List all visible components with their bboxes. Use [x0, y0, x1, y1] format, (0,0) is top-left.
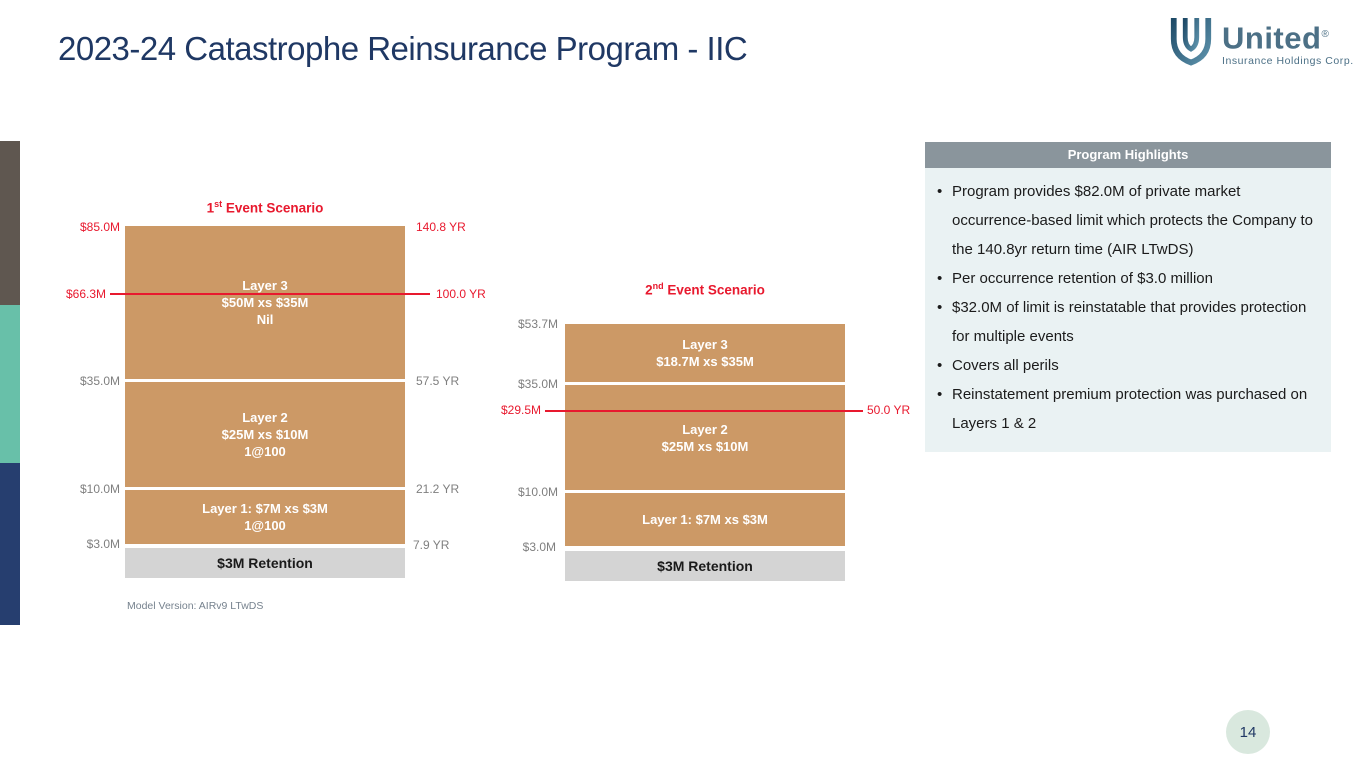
bullet-icon: •: [937, 270, 943, 287]
chart2-layer2: Layer 2 $25M xs $10M: [565, 385, 845, 490]
page-number-badge: 14: [1226, 710, 1270, 754]
chart2-tick-29m: $29.5M: [500, 403, 541, 417]
layer-name: Layer 1: $7M xs $3M: [642, 512, 768, 527]
model-version-footnote: Model Version: AIRv9 LTwDS: [127, 600, 264, 612]
chart2-layer1: Layer 1: $7M xs $3M: [565, 493, 845, 546]
logo-brand: United®: [1222, 20, 1330, 56]
layer-reinstatement: 1@100: [244, 444, 286, 459]
layer-name: Layer 2: [682, 421, 728, 437]
chart1-tick-66m: $66.3M: [65, 287, 106, 301]
chart1-yr-7: 7.9 YR: [413, 538, 450, 552]
chart1-yr-100: 100.0 YR: [436, 287, 486, 301]
program-highlights-box: Program Highlights • Program provides $8…: [925, 142, 1331, 452]
chart1-layer2: Layer 2 $25M xs $10M 1@100: [125, 382, 405, 487]
chart2-marker-line: [545, 410, 863, 412]
logo-subtitle: Insurance Holdings Corp.: [1222, 55, 1354, 68]
layer-name: Layer 3: [242, 278, 288, 293]
highlight-bullet: • Program provides $82.0M of private mar…: [935, 177, 1317, 264]
layer-limit: $50M xs $35M: [221, 295, 309, 310]
chart2-title: 2nd Event Scenario: [645, 281, 765, 298]
chart2-tick-3m: $3.0M: [522, 540, 556, 554]
bullet-icon: •: [937, 357, 943, 374]
logo-text: United® Insurance Holdings Corp.: [1222, 14, 1354, 67]
layer-name: Layer 3: [682, 337, 728, 352]
highlight-bullet: • Reinstatement premium protection was p…: [935, 380, 1317, 438]
chart1-tick-85m: $85.0M: [79, 220, 120, 234]
page-title: 2023-24 Catastrophe Reinsurance Program …: [58, 30, 748, 67]
chart2-retention: $3M Retention: [565, 551, 845, 581]
program-highlights-body: • Program provides $82.0M of private mar…: [925, 168, 1331, 452]
chart1-layer1: Layer 1: $7M xs $3M 1@100: [125, 490, 405, 544]
chart2-layer3: Layer 3 $18.7M xs $35M: [565, 324, 845, 382]
layer-limit: $25M xs $10M: [221, 427, 309, 442]
chart1-yr-21: 21.2 YR: [416, 482, 460, 496]
chart1-title: 1st Event Scenario: [206, 199, 324, 216]
chart1-tick-35m: $35.0M: [79, 374, 120, 388]
shield-u-icon: [1170, 17, 1212, 66]
chart2-tick-35m: $35.0M: [517, 377, 558, 391]
registered-mark: ®: [1321, 29, 1330, 40]
bullet-icon: •: [937, 183, 943, 200]
edge-accent-bar-gray: [0, 141, 20, 305]
edge-accent-bar-navy: [0, 463, 20, 625]
bullet-icon: •: [937, 299, 943, 316]
chart1-tick-10m: $10.0M: [79, 482, 120, 496]
layer-limit: $18.7M xs $35M: [656, 354, 754, 369]
chart2-tick-10m: $10.0M: [517, 485, 558, 499]
chart2-yr-50: 50.0 YR: [867, 403, 911, 417]
program-highlights-header: Program Highlights: [925, 142, 1331, 168]
layer-name: Layer 2: [242, 410, 288, 425]
edge-accent-bar-teal: [0, 305, 20, 463]
layer-limit: $25M xs $10M: [661, 438, 749, 454]
highlight-bullet: • Per occurrence retention of $3.0 milli…: [935, 264, 1317, 293]
page-number: 14: [1239, 723, 1257, 741]
chart1-yr-57: 57.5 YR: [416, 374, 460, 388]
chart1-marker-line: [110, 293, 430, 295]
highlight-bullet: • Covers all perils: [935, 351, 1317, 380]
highlight-bullet: • $32.0M of limit is reinstatable that p…: [935, 293, 1317, 351]
layer-reinstatement: 1@100: [244, 518, 286, 533]
company-logo: United® Insurance Holdings Corp.: [1168, 14, 1354, 67]
layer-name: Layer 1: $7M xs $3M: [202, 501, 328, 516]
bullet-icon: •: [937, 386, 943, 403]
chart1-tick-3m: $3.0M: [86, 537, 120, 551]
layer-reinstatement: Nil: [256, 312, 274, 327]
chart1-retention: $3M Retention: [125, 548, 405, 578]
chart1-layer3: Layer 3 $50M xs $35M Nil: [125, 226, 405, 379]
chart2-tick-53m: $53.7M: [517, 317, 558, 331]
chart1-yr-140: 140.8 YR: [416, 220, 466, 234]
